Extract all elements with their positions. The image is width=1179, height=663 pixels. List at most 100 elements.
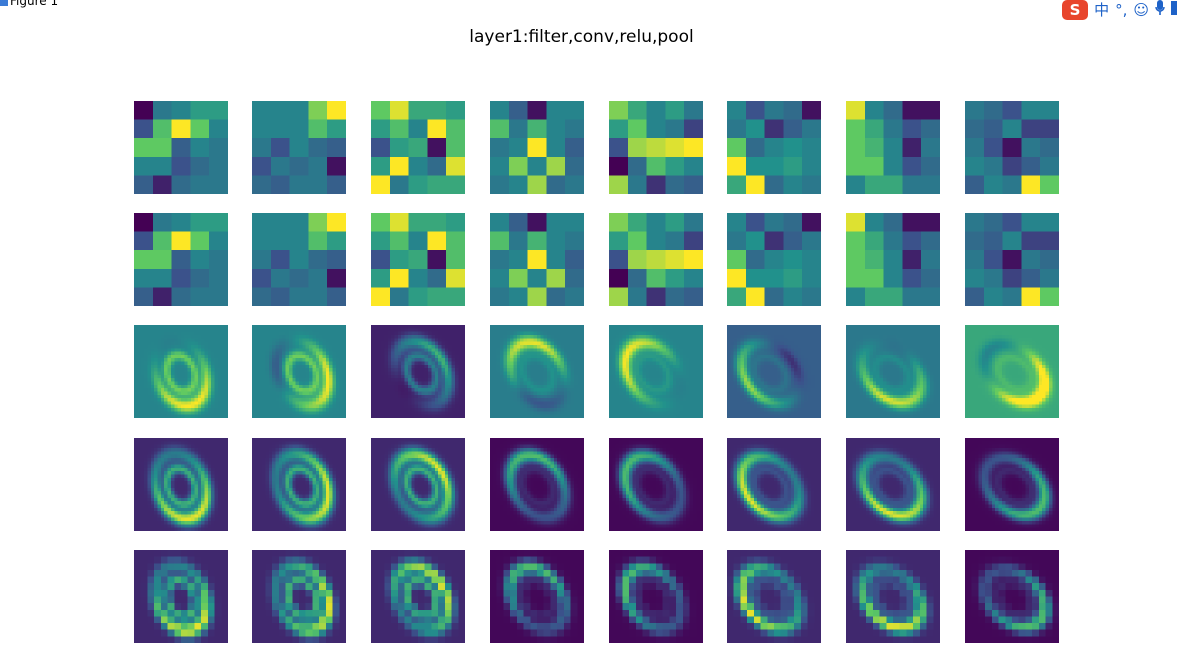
heatmap-pixel	[394, 351, 398, 355]
heatmap-pixel	[258, 341, 263, 345]
heatmap-pixel	[550, 328, 554, 332]
heatmap-pixel	[557, 401, 561, 405]
heatmap-pixel	[221, 371, 225, 375]
heatmap-pixel	[794, 368, 798, 372]
heatmap-pixel	[288, 325, 293, 329]
heatmap-pixel	[302, 398, 306, 402]
heatmap-pixel	[309, 328, 313, 332]
heatmap-pixel	[642, 348, 646, 352]
heatmap-pixel	[659, 408, 663, 412]
smiley-icon[interactable]: ☺	[1133, 1, 1149, 19]
heatmap-pixel	[699, 414, 703, 418]
heatmap-pixel	[699, 408, 703, 412]
keyboard-icon[interactable]	[1171, 0, 1177, 20]
heatmap-pixel	[428, 391, 432, 395]
heatmap-pixel	[309, 388, 313, 392]
heatmap-pixel	[207, 401, 212, 405]
heatmap-pixel	[767, 331, 771, 336]
heatmap-pixel	[217, 325, 222, 329]
heatmap-pixel	[780, 348, 785, 352]
heatmap-pixel	[448, 358, 452, 362]
ime-toolbar[interactable]: S 中 °, ☺	[1058, 0, 1179, 20]
heatmap-pixel	[387, 351, 392, 355]
heatmap-pixel	[397, 374, 402, 379]
heatmap-pixel	[560, 348, 564, 352]
ime-logo-icon[interactable]: S	[1062, 0, 1089, 20]
heatmap-pixel	[757, 398, 761, 402]
heatmap-pixel	[740, 371, 744, 375]
heatmap-pixel	[510, 398, 514, 402]
heatmap-pixel	[299, 381, 303, 385]
heatmap-pixel	[407, 344, 412, 349]
heatmap-pixel	[727, 325, 731, 329]
heatmap-pixel	[309, 325, 313, 329]
heatmap-pixel	[807, 381, 811, 385]
heatmap-pixel	[770, 388, 775, 392]
heatmap-pixel	[662, 338, 667, 342]
ime-punctuation-toggle[interactable]: °,	[1115, 1, 1128, 19]
heatmap-pixel	[770, 398, 775, 402]
heatmap-pixel	[679, 371, 683, 375]
heatmap-pixel	[553, 388, 558, 392]
heatmap-pixel	[194, 358, 198, 362]
heatmap-pixel	[384, 401, 388, 405]
feature-map-filter-7	[846, 213, 940, 306]
heatmap-pixel	[134, 156, 154, 176]
heatmap-pixel	[292, 364, 296, 369]
heatmap-pixel	[669, 411, 673, 415]
heatmap-pixel	[753, 371, 758, 375]
heatmap-pixel	[167, 368, 171, 372]
heatmap-pixel	[563, 325, 568, 329]
heatmap-pixel	[408, 231, 428, 251]
heatmap-pixel	[377, 394, 382, 399]
heatmap-pixel	[570, 344, 574, 349]
heatmap-pixel	[902, 138, 922, 158]
heatmap-pixel	[204, 414, 208, 418]
heatmap-pixel	[197, 341, 202, 345]
heatmap-pixel	[272, 384, 276, 389]
heatmap-pixel	[295, 384, 300, 389]
heatmap-pixel	[285, 344, 289, 349]
heatmap-pixel	[397, 331, 402, 336]
heatmap-pixel	[523, 368, 527, 372]
heatmap-pixel	[520, 348, 524, 352]
heatmap-pixel	[309, 391, 313, 395]
heatmap-pixel	[573, 334, 578, 339]
heatmap-pixel	[730, 334, 734, 339]
heatmap-pixel	[438, 404, 442, 409]
heatmap-pixel	[394, 384, 398, 389]
heatmap-pixel	[160, 374, 165, 379]
heatmap-pixel	[639, 351, 643, 355]
heatmap-pixel	[540, 354, 544, 359]
heatmap-pixel	[672, 351, 677, 355]
heatmap-pixel	[187, 368, 192, 372]
feature-map-conv-6	[727, 325, 821, 418]
heatmap-pixel	[533, 331, 538, 336]
heatmap-pixel	[299, 411, 303, 415]
heatmap-pixel	[783, 156, 803, 176]
heatmap-pixel	[305, 331, 310, 336]
heatmap-pixel	[802, 231, 821, 251]
microphone-icon[interactable]	[1155, 0, 1165, 21]
heatmap-pixel	[493, 398, 497, 402]
heatmap-pixel	[567, 398, 571, 402]
heatmap-pixel	[639, 338, 643, 342]
heatmap-pixel	[292, 394, 296, 399]
heatmap-pixel	[580, 354, 584, 359]
heatmap-pixel	[727, 328, 731, 332]
heatmap-pixel	[421, 388, 425, 392]
heatmap-pixel	[371, 391, 375, 395]
heatmap-pixel	[428, 358, 432, 362]
heatmap-pixel	[184, 334, 188, 339]
heatmap-pixel	[252, 368, 256, 372]
heatmap-pixel	[177, 368, 182, 372]
heatmap-pixel	[414, 354, 419, 359]
heatmap-pixel	[384, 404, 388, 409]
ime-mode-toggle[interactable]: 中	[1094, 1, 1110, 19]
heatmap-pixel	[431, 378, 435, 382]
heatmap-pixel	[557, 338, 561, 342]
heatmap-pixel	[563, 391, 568, 395]
heatmap-pixel	[506, 414, 511, 418]
heatmap-pixel	[760, 391, 764, 395]
heatmap-pixel	[282, 334, 286, 339]
